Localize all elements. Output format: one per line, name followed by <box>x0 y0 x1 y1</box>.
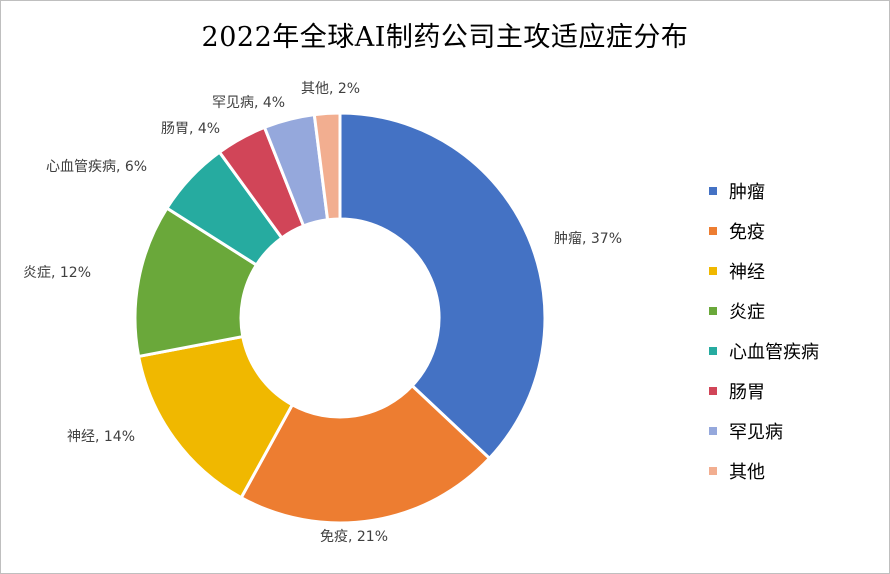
legend-item-7: 罕见病 <box>709 411 819 451</box>
slice-8 <box>312 111 342 222</box>
legend-swatch <box>709 467 717 475</box>
chart-title: 2022年全球AI制药公司主攻适应症分布 <box>201 22 689 53</box>
data-label-4: 炎症, 12% <box>23 265 91 281</box>
legend-item-5: 心血管疾病 <box>709 331 819 371</box>
data-label-5: 心血管疾病, 6% <box>46 159 147 175</box>
legend-item-1: 肿瘤 <box>709 171 819 211</box>
legend-swatch <box>709 387 717 395</box>
legend-swatch <box>709 227 717 235</box>
legend-item-4: 炎症 <box>709 291 819 331</box>
legend-swatch <box>709 267 717 275</box>
legend-item-8: 其他 <box>709 451 819 491</box>
legend: 肿瘤免疫神经炎症心血管疾病肠胃罕见病其他 <box>709 171 819 491</box>
legend-label: 其他 <box>729 462 765 483</box>
legend-item-3: 神经 <box>709 251 819 291</box>
legend-swatch <box>709 307 717 315</box>
donut-slices <box>133 111 547 525</box>
legend-item-6: 肠胃 <box>709 371 819 411</box>
data-labels: 肿瘤, 37% 免疫, 21% 神经, 14% 炎症, 12% 心血管疾病, 6% 肠胃,… <box>23 81 622 545</box>
data-label-1: 肿瘤, 37% <box>554 230 622 247</box>
legend-swatch <box>709 187 717 195</box>
data-label-7: 罕见病, 4% <box>212 95 285 111</box>
data-label-3: 神经, 14% <box>67 429 135 445</box>
legend-label: 肠胃 <box>729 382 765 403</box>
legend-label: 罕见病 <box>729 422 783 443</box>
slice-2 <box>239 383 492 525</box>
data-label-6: 肠胃, 4% <box>161 121 220 137</box>
legend-label: 心血管疾病 <box>729 342 819 363</box>
legend-swatch <box>709 347 717 355</box>
legend-label: 肿瘤 <box>729 182 765 203</box>
data-label-2: 免疫, 21% <box>320 529 388 545</box>
slice-3 <box>136 334 295 500</box>
legend-label: 免疫 <box>729 222 765 243</box>
slice-1 <box>338 111 547 461</box>
legend-swatch <box>709 427 717 435</box>
legend-label: 炎症 <box>729 302 765 323</box>
data-label-8: 其他, 2% <box>301 81 360 97</box>
legend-item-2: 免疫 <box>709 211 819 251</box>
legend-label: 神经 <box>729 262 765 283</box>
